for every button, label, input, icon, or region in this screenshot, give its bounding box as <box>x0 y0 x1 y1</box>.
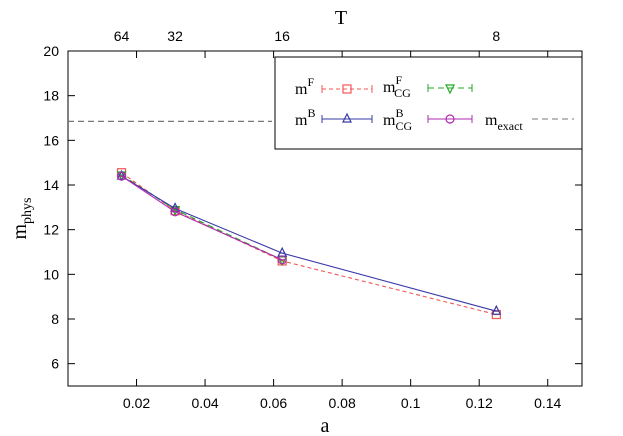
top-axis-title: T <box>335 7 347 29</box>
legend-label-main: m <box>383 79 396 96</box>
legend-box <box>274 56 583 150</box>
data-point <box>277 256 288 267</box>
y-tick-label: 6 <box>51 356 59 372</box>
x-tick-label: 0.14 <box>534 395 561 411</box>
y-axis-title-main: m <box>9 224 31 240</box>
y-axis-title: mphys <box>9 197 35 239</box>
top-tick-label: 32 <box>167 28 183 44</box>
legend-label: mB <box>295 106 315 129</box>
x-tick-label: 0.12 <box>466 395 493 411</box>
legend-label-sup: B <box>307 106 315 120</box>
legend-label: mB CG <box>383 106 412 133</box>
axis-titles: a T mphys <box>9 7 347 436</box>
y-tick-label: 16 <box>43 132 59 148</box>
series-line <box>121 172 497 316</box>
data-point <box>277 255 287 265</box>
legend-label-sub: exact <box>497 119 523 133</box>
axes: 0.02 0.04 0.06 0.08 0.1 0.12 0.14 6 8 10 12 14 16 18 2… <box>43 28 582 411</box>
legend-label-sub: CG <box>395 119 412 133</box>
series-line <box>121 175 283 261</box>
data-point <box>445 114 455 124</box>
series-line <box>121 175 497 312</box>
legend-label: mF CG <box>383 73 411 100</box>
y-axis-title-sub: phys <box>20 197 35 223</box>
x-tick-label: 0.02 <box>123 395 150 411</box>
x-tick-label: 0.1 <box>401 395 421 411</box>
legend-label-sup: F <box>307 75 314 89</box>
data-point <box>342 112 352 123</box>
y-tick-label: 10 <box>43 266 59 282</box>
series-layer <box>68 120 502 320</box>
plot-frame <box>67 50 583 387</box>
legend-label-sup: F <box>395 73 402 87</box>
y-tick-label: 12 <box>43 222 59 238</box>
legend-label-sup: B <box>395 106 403 120</box>
y-tick-label: 14 <box>43 177 59 193</box>
data-point <box>445 84 455 95</box>
legend-label-main: m <box>295 112 308 129</box>
top-tick-label: 8 <box>492 28 500 44</box>
legend-label-main: m <box>383 112 396 129</box>
y-tick-label: 18 <box>43 88 59 104</box>
legend-label-main: m <box>485 112 498 129</box>
top-tick-label: 16 <box>274 28 290 44</box>
data-point <box>491 304 502 315</box>
legend-label-main: m <box>295 81 308 98</box>
x-tick-label: 0.08 <box>329 395 356 411</box>
y-tick-label: 8 <box>51 311 59 327</box>
y-tick-label: 20 <box>43 43 59 59</box>
plot-area <box>67 50 583 387</box>
legend-label: mF <box>295 75 314 98</box>
x-axis-title: a <box>321 415 330 436</box>
x-tick-label: 0.04 <box>191 395 218 411</box>
data-point <box>342 84 352 94</box>
data-point <box>170 207 180 217</box>
legend-label: mexact <box>485 112 523 133</box>
data-point <box>116 169 127 180</box>
x-tick-label: 0.06 <box>260 395 287 411</box>
series-line <box>121 174 283 261</box>
top-tick-label: 64 <box>114 28 130 44</box>
data-point <box>116 171 127 181</box>
legend-label-sub: CG <box>394 86 411 100</box>
